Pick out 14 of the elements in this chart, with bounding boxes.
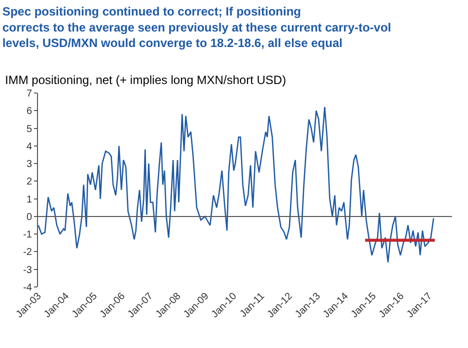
y-tick-label: 5 (26, 124, 32, 135)
y-tick-label: 1 (26, 194, 32, 206)
chart-title: Spec positioning continued to correct; If positioning corrects to the average seen previously at these current carry-to-vol levels, USD/MXN would converge to 18.2-18.6, all else equal (2, 4, 392, 50)
y-tick-label: -4 (23, 282, 32, 294)
y-tick-label: 2 (26, 176, 32, 188)
y-tick-label: 0 (26, 212, 32, 223)
y-tick-label: -3 (23, 264, 32, 276)
chart-subtitle: IMM positioning, net (+ implies long MXN/short USD) (5, 73, 286, 87)
y-tick-label: 3 (26, 159, 32, 170)
y-tick-label: 7 (26, 88, 32, 100)
y-tick-label: 6 (26, 106, 32, 118)
y-tick-label: -2 (23, 247, 32, 258)
y-tick-label: -1 (23, 230, 32, 241)
y-tick-label: 4 (26, 141, 32, 152)
